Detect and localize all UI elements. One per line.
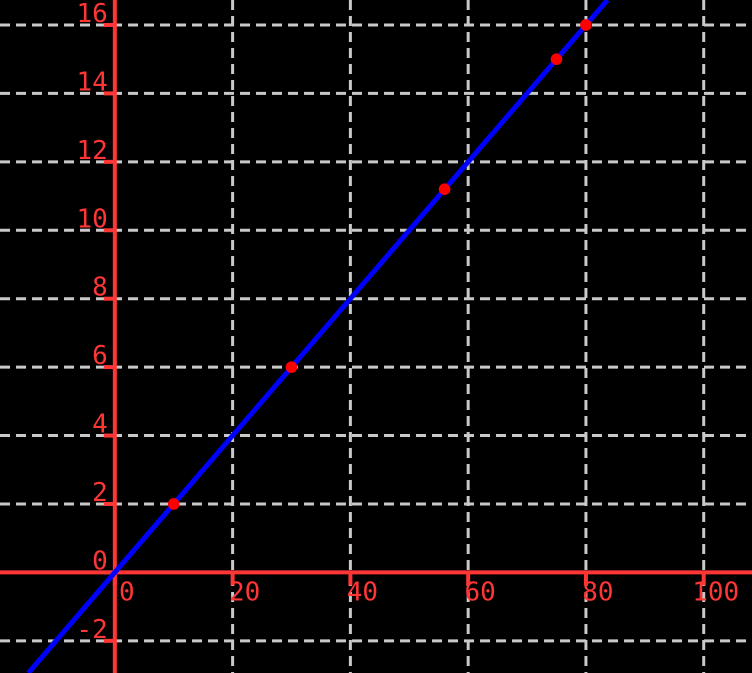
x-tick-labels: 0 20 40 60 80 100 (119, 577, 739, 607)
data-points (167, 19, 592, 510)
y-tick-labels: -2 0 2 4 6 8 10 12 14 16 (77, 0, 108, 645)
data-point (285, 361, 298, 373)
x-tick-label: 100 (692, 577, 739, 607)
y-tick-label: 6 (92, 341, 108, 371)
data-point (550, 53, 563, 65)
x-tick-label: 40 (347, 577, 378, 607)
series-line (26, 0, 610, 673)
y-tick-label: 2 (92, 478, 108, 508)
y-tick-label: 4 (92, 410, 108, 440)
y-tick-label: 10 (77, 204, 108, 234)
x-tick-label: 80 (582, 577, 613, 607)
y-tick-label: 14 (77, 67, 108, 97)
y-tick-label: -2 (77, 615, 108, 645)
y-tick-label: 12 (77, 136, 108, 166)
x-tick-label: 60 (465, 577, 496, 607)
y-tick-label: 16 (77, 0, 108, 29)
y-tick-label: 0 (92, 546, 108, 576)
x-tick-label: 20 (229, 577, 260, 607)
data-point (167, 498, 180, 510)
y-tick-label: 8 (92, 273, 108, 303)
data-point (580, 19, 592, 31)
x-tick-label: 0 (119, 577, 135, 607)
data-point (438, 183, 451, 196)
